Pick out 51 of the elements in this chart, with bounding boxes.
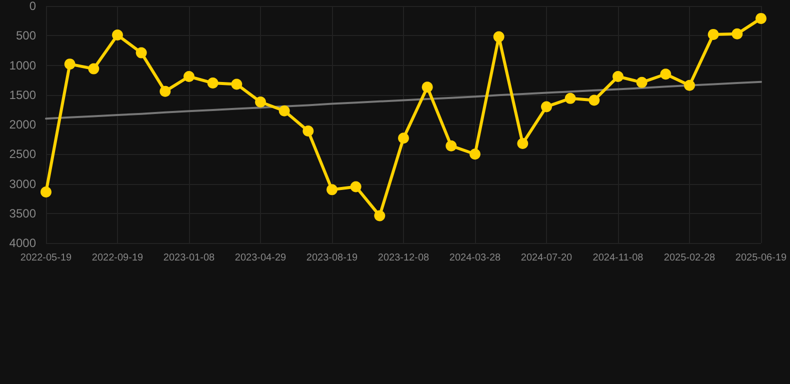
- x-tick-label: 2023-01-08: [163, 252, 216, 264]
- point: [112, 30, 123, 41]
- point: [374, 210, 386, 222]
- y-tick-label: 3000: [9, 176, 36, 191]
- x-tick-label: 2025-06-19: [735, 252, 788, 264]
- x-tick-label: 2023-04-29: [234, 252, 287, 264]
- point: [398, 132, 409, 144]
- y-tick-label: 2500: [9, 147, 36, 162]
- x-tick-label: 2022-09-19: [92, 252, 144, 264]
- point: [136, 47, 147, 58]
- y-tick-label: 1000: [9, 58, 36, 72]
- point: [517, 138, 528, 149]
- point: [612, 71, 624, 82]
- point: [708, 28, 719, 40]
- point: [564, 92, 576, 104]
- point: [636, 76, 648, 88]
- point: [278, 105, 290, 116]
- point: [64, 58, 76, 70]
- y-tick-label: 3500: [9, 206, 36, 220]
- y-tick-label: 4000: [9, 236, 36, 250]
- point: [588, 94, 600, 106]
- point: [541, 101, 552, 112]
- point: [40, 186, 52, 198]
- point: [350, 181, 362, 192]
- point: [422, 82, 433, 93]
- x-tick-label: 2023-08-19: [306, 252, 358, 264]
- y-tick-label: 2000: [9, 118, 36, 132]
- point: [732, 28, 743, 40]
- x-tick-label: 2024-07-20: [520, 252, 573, 264]
- x-tick-label: 2024-03-28: [449, 252, 502, 264]
- point: [756, 12, 766, 24]
- point: [207, 78, 218, 89]
- point: [660, 68, 672, 80]
- x-tick-label: 2023-12-08: [378, 252, 430, 264]
- point: [160, 86, 171, 97]
- point: [231, 78, 242, 90]
- point: [684, 80, 695, 91]
- point: [446, 140, 457, 152]
- y-tick-label: 0: [29, 0, 36, 13]
- point: [184, 71, 194, 82]
- point: [302, 126, 314, 137]
- x-tick-label: 2024-11-08: [592, 252, 644, 264]
- point: [88, 63, 100, 74]
- point: [255, 96, 266, 108]
- point: [326, 184, 338, 196]
- point: [470, 148, 480, 160]
- y-tick-label: 1500: [9, 88, 36, 102]
- x-tick-label: 2025-02-28: [664, 252, 716, 264]
- point: [493, 31, 504, 42]
- x-tick-label: 2022-05-19: [20, 252, 72, 264]
- y-tick-label: 500: [16, 28, 36, 43]
